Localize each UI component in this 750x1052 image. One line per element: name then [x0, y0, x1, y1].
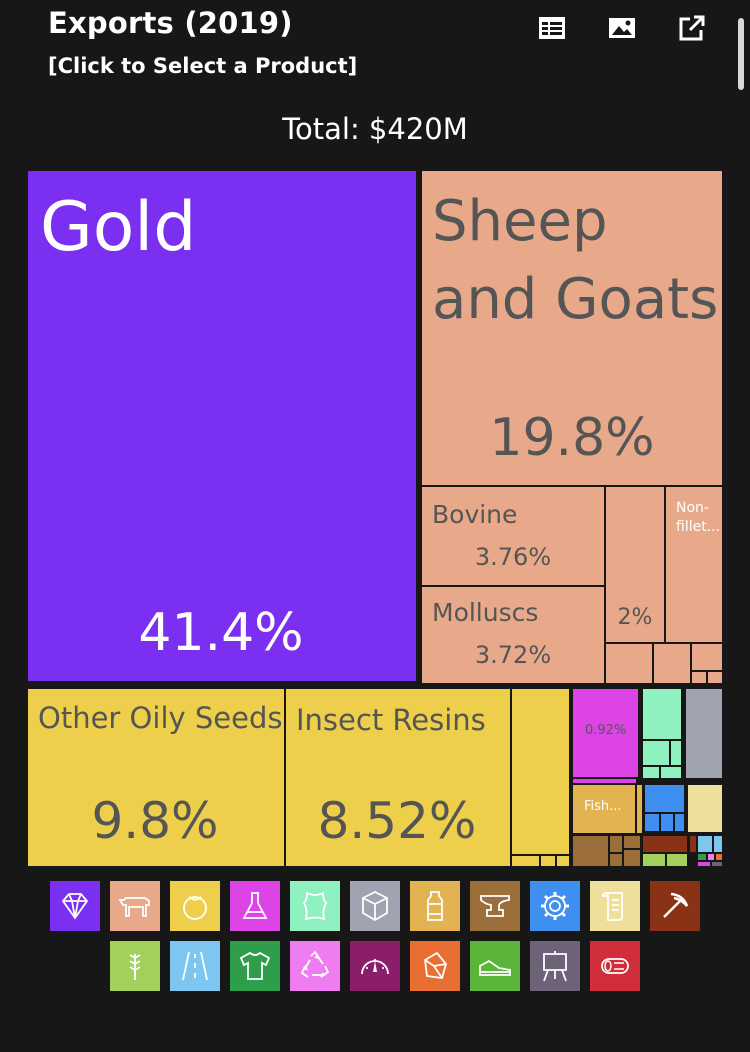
instruments-icon[interactable] — [350, 941, 400, 991]
stone-and-glass-icon[interactable] — [410, 941, 460, 991]
small-tile[interactable] — [698, 836, 712, 852]
small-tile[interactable] — [630, 749, 636, 777]
small-tile[interactable] — [573, 836, 608, 866]
small-tile[interactable] — [675, 814, 684, 831]
tile-value-gold: 41.4% — [138, 603, 303, 663]
table-icon[interactable] — [536, 12, 568, 44]
tile-label-fish: Fish... — [584, 799, 622, 814]
machines-icon[interactable] — [530, 881, 580, 931]
small-tile[interactable] — [690, 836, 696, 852]
tile-fish[interactable] — [573, 785, 635, 833]
small-tile[interactable] — [708, 672, 722, 683]
small-tiles[interactable] — [512, 644, 722, 866]
small-tile[interactable] — [645, 814, 659, 831]
small-tile[interactable] — [712, 862, 722, 866]
precious-stones-icon[interactable] — [50, 881, 100, 931]
foodstuffs-icon[interactable] — [410, 881, 460, 931]
small-tile[interactable] — [714, 836, 722, 852]
arts-and-antiques-icon[interactable] — [530, 941, 580, 991]
small-tile[interactable] — [610, 836, 622, 852]
animal-products-icon[interactable] — [110, 881, 160, 931]
small-tile[interactable] — [637, 785, 642, 833]
small-tile[interactable] — [541, 856, 555, 866]
small-tile[interactable] — [512, 856, 539, 866]
small-tile[interactable] — [643, 836, 687, 852]
small-tile[interactable] — [661, 767, 681, 778]
metals-icon[interactable] — [470, 881, 520, 931]
tile-value-chemical-0-92: 0.92% — [585, 723, 626, 738]
tile-label-insect-resins: Insect Resins — [296, 703, 486, 737]
wood-products-icon[interactable] — [590, 941, 640, 991]
page-title: Exports (2019) — [48, 6, 293, 40]
tile-label-non-fillet: Non- fillet... — [676, 500, 720, 535]
tile-label-gold: Gold — [40, 188, 196, 267]
small-tile[interactable] — [654, 644, 690, 683]
small-tile[interactable] — [671, 741, 681, 765]
footwear-and-headwear-icon[interactable] — [470, 941, 520, 991]
small-tile[interactable] — [686, 689, 722, 778]
tile-label-sheep-line2: and Goats — [432, 267, 718, 332]
small-tile[interactable] — [716, 854, 722, 860]
small-tile[interactable] — [708, 854, 714, 860]
small-tile[interactable] — [606, 644, 652, 683]
small-tile[interactable] — [512, 689, 569, 854]
small-tile[interactable] — [645, 785, 684, 812]
tile-value-bovine: 3.76% — [475, 543, 551, 571]
small-tile[interactable] — [624, 850, 640, 866]
image-icon[interactable] — [606, 12, 638, 44]
small-tile[interactable] — [573, 779, 636, 783]
tile-label-other-oily-seeds: Other Oily Seeds — [38, 701, 283, 735]
tile-label-sheep-line1: Sheep — [432, 189, 608, 254]
tile-value-insect-resins: 8.52% — [318, 792, 477, 850]
tile-sheep-and-goats[interactable] — [422, 171, 722, 485]
external-link-icon[interactable] — [676, 12, 708, 44]
small-tile[interactable] — [698, 862, 710, 866]
tile-chemical-0-92[interactable] — [573, 689, 638, 777]
animal-hides-icon[interactable] — [290, 881, 340, 931]
tile-other-oily-seeds[interactable] — [28, 689, 284, 866]
plastics-rubbers-icon[interactable] — [350, 881, 400, 931]
small-tile[interactable] — [667, 854, 687, 866]
small-tile[interactable] — [688, 785, 722, 832]
vegetable-products-icon[interactable] — [170, 881, 220, 931]
miscellaneous-icon[interactable] — [290, 941, 340, 991]
tile-insect-resins[interactable] — [286, 689, 510, 866]
small-tile[interactable] — [692, 672, 706, 683]
tile-molluscs[interactable] — [422, 587, 604, 683]
scrollbar[interactable] — [738, 18, 744, 90]
weapons-icon[interactable] — [110, 941, 160, 991]
select-product-prompt[interactable]: [Click to Select a Product] — [48, 54, 358, 78]
tile-value-other-oily-seeds: 9.8% — [91, 792, 218, 850]
small-tile[interactable] — [643, 854, 665, 866]
tile-value-molluscs: 3.72% — [475, 641, 551, 669]
transportation-icon[interactable] — [170, 941, 220, 991]
chemical-products-icon[interactable] — [230, 881, 280, 931]
mineral-products-icon[interactable] — [650, 881, 700, 931]
tile-non-fillet[interactable] — [666, 487, 722, 642]
tile-label-molluscs: Molluscs — [432, 598, 538, 627]
tile-gold[interactable] — [28, 171, 416, 681]
small-tile[interactable] — [692, 644, 722, 670]
total-value: Total: $420M — [282, 112, 468, 146]
tile-value-sheep-and-goats: 19.8% — [489, 408, 654, 468]
tile-2-percent[interactable] — [606, 487, 664, 642]
tile-bovine[interactable] — [422, 487, 604, 585]
small-tile[interactable] — [661, 814, 673, 831]
paper-goods-icon[interactable] — [590, 881, 640, 931]
small-tile[interactable] — [643, 767, 659, 778]
small-tile[interactable] — [643, 689, 681, 739]
tile-label-bovine: Bovine — [432, 500, 517, 529]
small-tile[interactable] — [624, 836, 640, 848]
tile-value-2-percent: 2% — [618, 605, 653, 630]
small-tile[interactable] — [643, 741, 669, 765]
small-tile[interactable] — [698, 854, 706, 860]
small-tile[interactable] — [610, 854, 622, 866]
small-tile[interactable] — [557, 856, 569, 866]
tile-label-sheep-and-goats: Sheep and Goats — [432, 189, 718, 332]
textiles-icon[interactable] — [230, 941, 280, 991]
